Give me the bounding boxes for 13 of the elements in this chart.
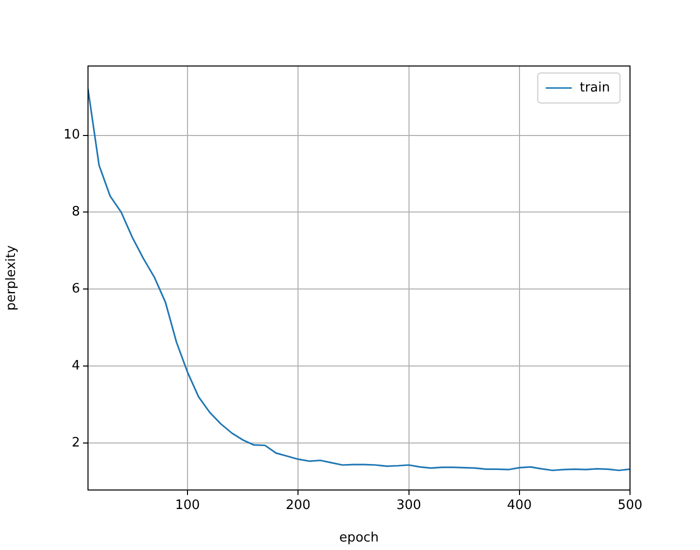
y-tick-label: 6	[72, 282, 80, 297]
y-tick-label: 10	[63, 128, 80, 143]
x-tick-label: 200	[286, 498, 311, 514]
x-axis-title: epoch	[339, 530, 379, 546]
x-tick-label: 100	[175, 498, 200, 514]
x-tick-label: 500	[618, 498, 642, 514]
legend-label: train	[580, 80, 610, 96]
x-tick-label: 300	[396, 498, 422, 514]
y-tick-label: 2	[72, 435, 80, 450]
y-tick-label: 4	[72, 358, 80, 374]
y-axis-title: perplexity	[4, 245, 20, 311]
x-tick-label: 400	[506, 498, 532, 514]
y-tick-label: 8	[72, 204, 80, 220]
